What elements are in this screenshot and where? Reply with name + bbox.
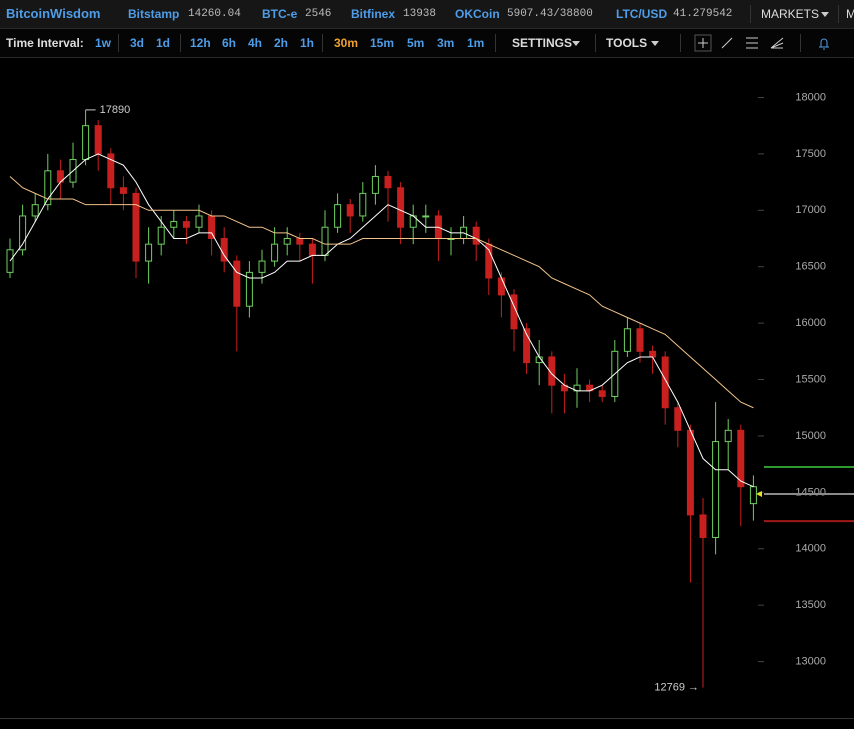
interval-button[interactable]: 15m (370, 36, 395, 50)
moving-average (9, 176, 754, 409)
candle-body (724, 429, 732, 443)
y-tick-label: 15500 (795, 373, 826, 385)
y-tick-label: 13000 (795, 655, 826, 667)
separator (180, 34, 181, 52)
interval-button[interactable]: 3m (437, 36, 455, 50)
candle-body (371, 175, 379, 194)
interval-button[interactable]: 2h (274, 36, 289, 50)
interval-button[interactable]: 3d (130, 36, 145, 50)
candle-body (548, 356, 556, 386)
ticker-price: 5907.43/38800 (507, 8, 593, 20)
candle-body (107, 153, 115, 189)
candle-body (195, 215, 203, 228)
interval-button[interactable]: 6h (222, 36, 237, 50)
candle-body (397, 187, 405, 228)
moving-average (9, 153, 754, 488)
candle-body (334, 204, 342, 228)
y-tick-label: 16500 (795, 261, 826, 273)
settings-button[interactable]: SETTINGS (512, 36, 573, 50)
markets-menu[interactable]: MARKETS (761, 7, 820, 21)
y-tick-label: 14000 (795, 543, 826, 555)
candle-body (296, 238, 304, 245)
interval-button[interactable]: 30m (334, 36, 359, 50)
ticker-name[interactable]: BTC-e (262, 7, 298, 21)
y-tick-label: 17000 (795, 204, 826, 216)
y-tick-label: 17500 (795, 148, 826, 160)
candle-body (712, 441, 720, 538)
candle-body (94, 125, 102, 155)
logo[interactable]: BitcoinWisdom (6, 6, 101, 21)
candle-body (145, 243, 153, 262)
candle-body (649, 350, 657, 358)
last-price-arrow (756, 491, 762, 498)
ticker-price: 13938 (403, 8, 437, 20)
candle-body (346, 204, 354, 217)
candle-body (686, 429, 694, 516)
ticker-name[interactable]: Bitfinex (351, 7, 396, 21)
interval-button[interactable]: 4h (248, 36, 263, 50)
candle-body (132, 192, 140, 262)
candle-body (674, 407, 682, 431)
candle-body (422, 215, 430, 218)
candle-body (245, 271, 253, 307)
y-tick-label: 16000 (795, 317, 826, 329)
candle-body (598, 390, 606, 397)
interval-button[interactable]: 1m (467, 36, 485, 50)
candle-body (233, 260, 241, 307)
candle-body (636, 328, 644, 352)
interval-button[interactable]: 12h (190, 36, 211, 50)
tools-button[interactable]: TOOLS (606, 36, 648, 50)
menu-cut[interactable]: M (846, 7, 854, 21)
y-tick-label: 13500 (795, 599, 826, 611)
interval-button[interactable]: 1w (95, 36, 112, 50)
ticker-name[interactable]: OKCoin (455, 7, 500, 21)
y-tick-label: 15000 (795, 430, 826, 442)
ticker-price: 2546 (305, 8, 332, 20)
candle-body (182, 221, 190, 228)
min-label: 12769 → (654, 682, 699, 694)
ticker-name[interactable]: LTC/USD (616, 7, 668, 21)
candle-body (170, 221, 178, 228)
candle-body (119, 187, 127, 194)
candle-body (472, 226, 480, 245)
candle-body (44, 170, 52, 206)
candle-body (737, 429, 745, 488)
candle-body (31, 204, 39, 217)
separator (322, 34, 323, 52)
candle-body (384, 175, 392, 189)
y-tick-label: 18000 (795, 91, 826, 103)
candle-body (523, 328, 531, 364)
candle-body (82, 125, 90, 161)
candle-body (258, 260, 266, 273)
interval-button[interactable]: 1d (156, 36, 171, 50)
ticker-price: 41.279542 (673, 8, 733, 20)
candle-body (699, 514, 707, 538)
candle-body (308, 243, 316, 256)
candle-body (623, 328, 631, 352)
toolbar: Time Interval: SETTINGS TOOLS 1w 3d 1d 12h 6… (0, 29, 854, 58)
interval-button[interactable]: 5m (407, 36, 425, 50)
candle-body (321, 226, 329, 256)
candle-body (19, 215, 27, 251)
interval-label: Time Interval: (6, 36, 84, 50)
candle-body (157, 226, 165, 245)
ticker-name[interactable]: Bitstamp (128, 7, 180, 21)
candle-body (271, 243, 279, 262)
interval-button[interactable]: 1h (300, 36, 315, 50)
max-label: 17890 (100, 104, 131, 116)
header: BitcoinWisdom MARKETS M Bitstamp 14260.04… (0, 0, 854, 29)
candle-body (359, 192, 367, 217)
separator (118, 34, 119, 52)
candle-body (749, 486, 757, 505)
candle-body (208, 215, 216, 240)
candle-body (497, 277, 505, 296)
separator (495, 34, 496, 52)
ticker-price: 14260.04 (188, 8, 241, 20)
candle-body (283, 238, 291, 245)
y-tick-label: 14500 (795, 486, 826, 498)
candle-body (661, 356, 669, 409)
